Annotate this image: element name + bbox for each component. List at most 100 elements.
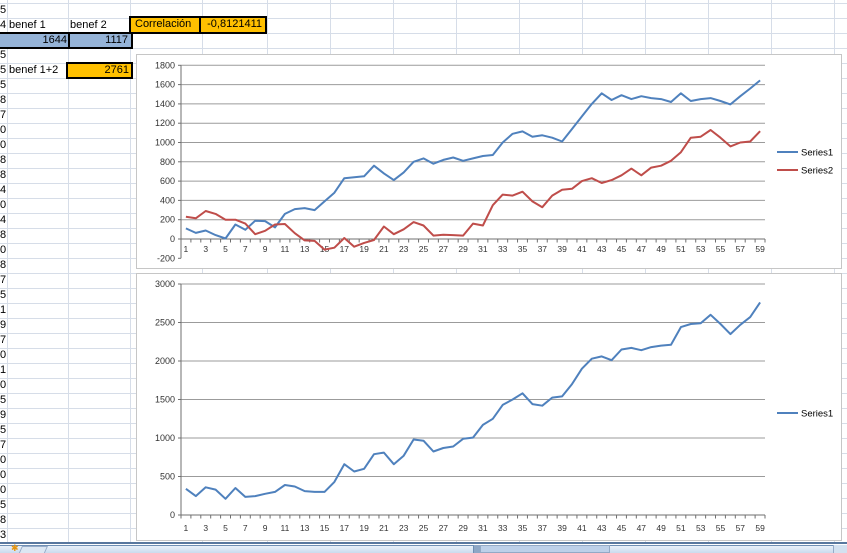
cell-benef2-value[interactable]: 1117: [105, 34, 128, 46]
svg-text:9: 9: [263, 244, 268, 254]
svg-text:3: 3: [203, 244, 208, 254]
cell-partial-value[interactable]: 4: [0, 184, 6, 196]
cell-partial-value[interactable]: 9: [0, 319, 6, 331]
cell-partial-value[interactable]: 9: [0, 409, 6, 421]
tab-scrollbar-splitter[interactable]: [473, 545, 480, 553]
svg-text:1200: 1200: [155, 118, 175, 128]
cell-partial-value[interactable]: 0: [0, 484, 6, 496]
bottom-scrollbar-strip: ✱: [0, 543, 847, 553]
gridline-h: [0, 18, 847, 19]
cell-correlacion-label[interactable]: Correlación: [135, 18, 192, 30]
cell-benef1-label[interactable]: benef 1: [9, 19, 46, 31]
cell-partial-value[interactable]: 0: [0, 349, 6, 361]
svg-text:1500: 1500: [155, 395, 175, 405]
chart-benef1-benef2[interactable]: 1800 1600 1400 1200 1000 800 600 400 200 0 -200 1 3 5…: [136, 54, 842, 269]
cell-partial-value[interactable]: 0: [0, 244, 6, 256]
svg-text:37: 37: [538, 523, 548, 533]
gridline-h: [0, 48, 847, 49]
gridline-v: [834, 0, 835, 544]
cell-partial-value[interactable]: 8: [0, 154, 6, 166]
cell-partial-value[interactable]: 7: [0, 109, 6, 121]
svg-text:1000: 1000: [155, 433, 175, 443]
cell-partial-value[interactable]: 0: [0, 469, 6, 481]
svg-text:1400: 1400: [155, 99, 175, 109]
svg-text:27: 27: [439, 523, 449, 533]
svg-text:29: 29: [458, 244, 468, 254]
svg-text:5: 5: [223, 244, 228, 254]
cell-partial-value[interactable]: 7: [0, 334, 6, 346]
svg-text:27: 27: [439, 244, 449, 254]
cell-partial-value[interactable]: 3: [0, 529, 6, 541]
svg-text:0: 0: [170, 510, 175, 520]
cell-benef12-value[interactable]: 2761: [66, 62, 133, 79]
cell-partial-value[interactable]: 7: [0, 439, 6, 451]
svg-text:21: 21: [379, 244, 389, 254]
cell-partial-value[interactable]: 8: [0, 229, 6, 241]
svg-text:500: 500: [160, 472, 175, 482]
gridline-v: [645, 0, 646, 544]
cell-benef2-label[interactable]: benef 2: [70, 19, 107, 31]
cell-benef1-value[interactable]: 1644: [42, 34, 67, 46]
cell-correlacion-value[interactable]: -0,8121411: [207, 18, 262, 30]
cell-partial-value[interactable]: 8: [0, 514, 6, 526]
svg-text:41: 41: [577, 244, 587, 254]
svg-text:2500: 2500: [155, 318, 175, 328]
svg-text:47: 47: [637, 244, 647, 254]
cell-benef12-label[interactable]: benef 1+2: [9, 64, 59, 76]
selected-benef-values[interactable]: 1644 1117: [0, 32, 133, 49]
insert-worksheet-star-icon[interactable]: ✱: [11, 543, 19, 553]
cell-partial-value[interactable]: 8: [0, 169, 6, 181]
svg-text:45: 45: [617, 523, 627, 533]
legend-label: Series2: [801, 166, 833, 177]
gridline-v: [582, 0, 583, 544]
cell-partial-value[interactable]: 8: [0, 259, 6, 271]
svg-text:13: 13: [300, 523, 310, 533]
sheet-tab[interactable]: [17, 546, 49, 553]
cell-partial-value[interactable]: 1: [0, 364, 6, 376]
svg-text:53: 53: [696, 244, 706, 254]
cell-partial-value[interactable]: 5: [0, 424, 6, 436]
svg-text:49: 49: [656, 523, 666, 533]
cell-partial-value[interactable]: 0: [0, 379, 6, 391]
gridline-v: [519, 0, 520, 544]
correlation-cells[interactable]: Correlación -0,8121411: [129, 16, 267, 34]
gridline-v: [456, 0, 457, 544]
svg-text:0: 0: [170, 234, 175, 244]
svg-text:23: 23: [399, 523, 409, 533]
cell-partial-value[interactable]: 5: [0, 49, 6, 61]
svg-text:17: 17: [340, 523, 350, 533]
cell-border-divider: [199, 18, 201, 32]
svg-text:39: 39: [557, 523, 567, 533]
cell-partial-value[interactable]: 0: [0, 139, 6, 151]
cell-partial-value[interactable]: 4: [0, 214, 6, 226]
svg-text:13: 13: [300, 244, 310, 254]
cell-partial-value[interactable]: 7: [0, 274, 6, 286]
svg-text:11: 11: [280, 244, 289, 254]
horizontal-scrollbar-thumb[interactable]: [480, 545, 610, 553]
chart-benef-sum[interactable]: 3000 2500 2000 1500 1000 500 0 1 3 5 7 9 11 13 15 17 19 2…: [136, 273, 842, 541]
svg-text:1800: 1800: [155, 60, 175, 70]
svg-text:51: 51: [676, 244, 686, 254]
svg-text:53: 53: [696, 523, 706, 533]
cell-benef12-value-text[interactable]: 2761: [104, 64, 129, 76]
cell-partial-value[interactable]: 8: [0, 94, 6, 106]
gridline-v: [267, 0, 268, 544]
scrollbar-corner: [833, 545, 847, 553]
cell-partial-value[interactable]: 5: [0, 4, 6, 16]
cell-partial-value[interactable]: 0: [0, 199, 6, 211]
cell-partial-value[interactable]: 5: [0, 79, 6, 91]
svg-text:47: 47: [637, 523, 647, 533]
cell-partial-value[interactable]: 5: [0, 499, 6, 511]
cell-partial-value[interactable]: 5: [0, 289, 6, 301]
legend-label: Series1: [801, 409, 833, 420]
cell-partial-value[interactable]: 1: [0, 304, 6, 316]
cell-partial-value[interactable]: 0: [0, 124, 6, 136]
cell-partial-value[interactable]: 4: [0, 19, 6, 31]
cell-partial-value[interactable]: 5: [0, 394, 6, 406]
cell-partial-value[interactable]: 0: [0, 454, 6, 466]
cell-partial-value[interactable]: 5: [0, 64, 6, 76]
svg-text:3: 3: [203, 523, 208, 533]
svg-text:43: 43: [597, 244, 607, 254]
